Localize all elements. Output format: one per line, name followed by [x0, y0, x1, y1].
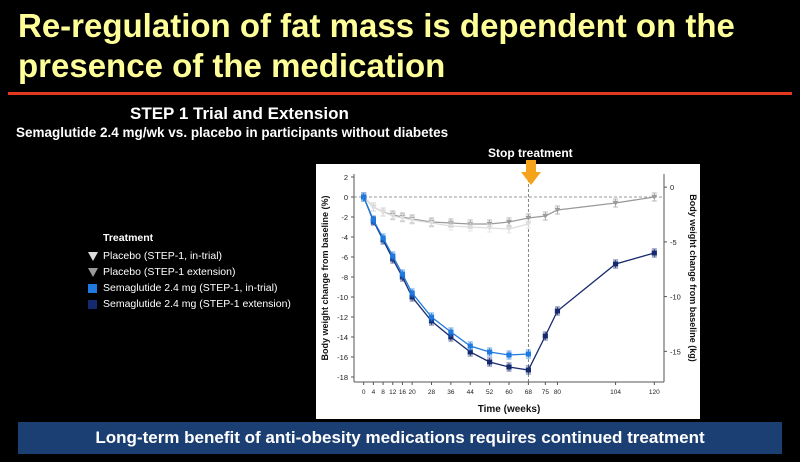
data-point — [389, 213, 396, 219]
x-tick-label: 0 — [362, 389, 366, 396]
series-line-sema_intrial — [363, 196, 529, 356]
data-point — [380, 209, 387, 215]
data-point — [612, 200, 619, 206]
y-right-tick-label: 0 — [670, 183, 674, 192]
data-point — [506, 226, 512, 232]
x-tick-label: 36 — [447, 389, 455, 396]
legend-item-sema-extension: Semaglutide 2.4 mg (STEP-1 extension) — [82, 296, 291, 312]
y-tick-label: -16 — [337, 353, 348, 362]
data-point — [370, 204, 377, 210]
x-tick-label: 16 — [399, 389, 407, 396]
legend-label: Semaglutide 2.4 mg (STEP-1 extension) — [103, 298, 291, 310]
x-tick-label: 20 — [409, 389, 417, 396]
data-point — [447, 223, 454, 229]
legend-title: Treatment — [103, 232, 154, 244]
title-divider — [8, 92, 792, 95]
data-point — [651, 250, 657, 256]
x-tick-label: 60 — [505, 389, 513, 396]
data-point — [612, 261, 619, 267]
x-tick-label: 28 — [428, 389, 436, 396]
x-axis-title: Time (weeks) — [478, 404, 541, 415]
legend-item-sema-intrial: Semaglutide 2.4 mg (STEP-1, in-trial) — [82, 280, 291, 296]
data-point — [467, 224, 474, 230]
data-point — [467, 343, 473, 349]
legend-label: Placebo (STEP-1 extension) — [103, 266, 236, 278]
data-point — [428, 220, 435, 226]
x-tick-label: 104 — [610, 389, 621, 396]
data-point — [542, 333, 548, 339]
legend-item-placebo-intrial: Placebo (STEP-1, in-trial) — [82, 248, 291, 264]
data-point — [525, 351, 531, 357]
chart-panel: 2 0 -2 -4 -6 -8 -10 -12 -14 -16 -18 0 -5 -10 -15 0 4 8 12 1… — [316, 164, 700, 419]
data-point — [525, 221, 532, 227]
y-tick-label: -10 — [337, 293, 348, 302]
series-line-sema_ext — [363, 196, 655, 371]
data-point — [467, 349, 473, 355]
y-right-tick-label: -15 — [670, 347, 681, 356]
x-tick-label: 120 — [649, 389, 660, 396]
y-right-axis-title: Body weight change from baseline (kg) — [688, 194, 698, 362]
legend-label: Semaglutide 2.4 mg (STEP-1, in-trial) — [103, 282, 278, 294]
legend-item-placebo-extension: Placebo (STEP-1 extension) — [82, 264, 291, 280]
data-point — [448, 329, 454, 335]
y-tick-label: -8 — [341, 273, 348, 282]
x-tick-label: 8 — [381, 389, 385, 396]
y-tick-label: -12 — [337, 313, 348, 322]
legend-square-icon — [88, 283, 97, 293]
stop-treatment-label: Stop treatment — [488, 146, 573, 160]
data-point — [390, 253, 396, 259]
x-tick-label: 80 — [554, 389, 562, 396]
legend-label: Placebo (STEP-1, in-trial) — [103, 250, 223, 262]
x-tick-label: 68 — [525, 389, 533, 396]
data-point — [428, 314, 435, 320]
x-tick-label: 4 — [372, 389, 376, 396]
data-point — [486, 225, 493, 231]
y-tick-label: -14 — [337, 333, 348, 342]
x-tick-label: 12 — [389, 389, 397, 396]
x-tick-label: 75 — [542, 389, 550, 396]
data-point — [409, 217, 416, 223]
y-right-tick-label: -5 — [670, 238, 677, 247]
data-point — [554, 308, 561, 314]
data-point — [487, 359, 493, 365]
x-tick-label: 52 — [486, 389, 494, 396]
y-tick-label: -6 — [341, 253, 348, 262]
data-point — [525, 367, 531, 373]
data-point — [448, 334, 454, 340]
data-point — [506, 219, 512, 225]
data-point — [554, 207, 561, 213]
y-right-tick-label: -10 — [670, 293, 681, 302]
chart-subtitle: STEP 1 Trial and Extension — [130, 104, 349, 123]
data-point — [380, 235, 386, 241]
y-tick-label: 2 — [344, 173, 348, 182]
legend-square-icon — [88, 299, 97, 309]
chart-legend: Treatment Placebo (STEP-1, in-trial) Pla… — [82, 232, 291, 312]
data-point — [525, 215, 532, 221]
data-point — [651, 194, 658, 200]
y-tick-label: 0 — [344, 193, 348, 202]
data-point — [409, 290, 415, 296]
legend-triangle-icon — [87, 251, 98, 261]
data-point — [506, 352, 512, 358]
data-point — [487, 349, 493, 355]
stop-treatment-arrow-icon — [521, 160, 541, 185]
x-tick-label: 44 — [467, 389, 475, 396]
y-tick-label: -2 — [341, 213, 348, 222]
y-tick-label: -4 — [341, 233, 348, 242]
y-axis-title: Body weight change from baseline (%) — [320, 195, 330, 360]
data-point — [370, 217, 376, 223]
data-point — [399, 271, 406, 277]
conclusion-banner: Long-term benefit of anti-obesity medica… — [18, 422, 782, 454]
data-point — [361, 194, 367, 200]
legend-triangle-icon — [87, 267, 98, 277]
data-point — [542, 213, 549, 219]
chart-description: Semaglutide 2.4 mg/wk vs. placebo in par… — [16, 125, 449, 140]
weight-change-chart: 20-2-4-6-8-10-12-14-16-180-5-10-150 4 8 12 1… — [320, 173, 698, 415]
data-point — [506, 364, 512, 370]
y-tick-label: -18 — [337, 373, 348, 382]
data-point — [399, 215, 406, 221]
slide-title: Re-regulation of fat mass is dependent o… — [18, 7, 735, 84]
